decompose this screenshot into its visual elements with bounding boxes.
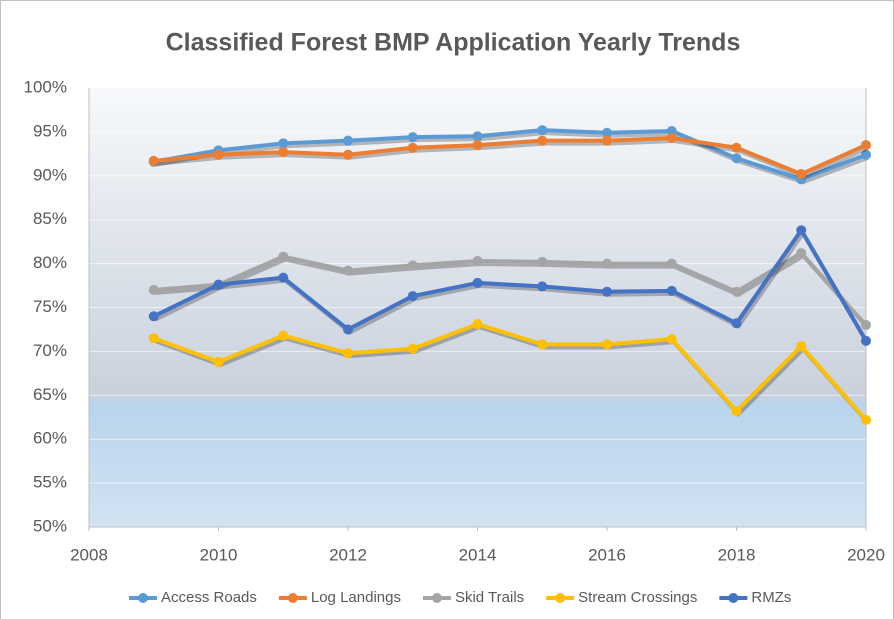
x-tick-label: 2020 xyxy=(847,545,885,564)
series-line xyxy=(153,128,867,182)
y-tick-label: 85% xyxy=(33,209,67,228)
point xyxy=(213,356,224,367)
point xyxy=(796,225,807,236)
point xyxy=(731,286,742,297)
point xyxy=(278,330,289,341)
series-line xyxy=(153,322,868,422)
x-tick-label: 2010 xyxy=(200,545,238,564)
point xyxy=(796,169,807,180)
point xyxy=(537,135,548,146)
point xyxy=(666,258,677,269)
series-shadow xyxy=(155,253,870,330)
point xyxy=(407,291,418,302)
point xyxy=(278,251,289,262)
point xyxy=(796,248,807,259)
point xyxy=(472,140,483,151)
legend-label: Access Roads xyxy=(161,589,257,606)
series-shadow xyxy=(155,139,869,180)
point xyxy=(861,335,871,346)
point xyxy=(861,140,871,151)
point xyxy=(602,127,612,138)
y-tick-label: 100% xyxy=(24,77,67,96)
point xyxy=(472,131,483,142)
point xyxy=(148,284,159,295)
point xyxy=(343,135,353,146)
point xyxy=(537,281,548,292)
point xyxy=(537,125,548,136)
y-tick-label: 60% xyxy=(33,429,67,448)
legend-marker xyxy=(728,593,739,603)
y-tick-label: 80% xyxy=(33,253,67,272)
point xyxy=(602,339,612,350)
point xyxy=(666,126,677,137)
point xyxy=(861,414,871,425)
point xyxy=(213,149,224,160)
point xyxy=(343,149,353,160)
legend-label: Skid Trails xyxy=(455,589,524,606)
point xyxy=(666,285,677,296)
y-tick-label: 55% xyxy=(33,473,67,492)
point xyxy=(537,256,548,267)
legend-label: RMZs xyxy=(751,589,791,606)
x-tick-label: 2018 xyxy=(718,545,756,564)
legend-marker xyxy=(138,593,148,603)
point xyxy=(666,133,677,144)
y-tick-label: 65% xyxy=(33,385,67,404)
point xyxy=(343,324,353,335)
legend-marker xyxy=(555,593,566,603)
y-tick-label: 90% xyxy=(33,165,67,184)
point xyxy=(278,147,289,158)
series-shadow xyxy=(155,131,869,185)
chart-title: Classified Forest BMP Application Yearly… xyxy=(166,29,741,57)
point xyxy=(148,155,159,166)
y-tick-label: 75% xyxy=(33,297,67,316)
point xyxy=(731,142,742,153)
x-tick-label: 2014 xyxy=(459,545,497,564)
legend-marker xyxy=(431,593,442,603)
point xyxy=(861,149,871,160)
series-shadow xyxy=(155,325,870,425)
point xyxy=(472,277,483,288)
point xyxy=(213,279,224,290)
x-tick-label: 2012 xyxy=(329,545,367,564)
legend-label: Log Landings xyxy=(311,589,401,606)
point xyxy=(537,339,548,350)
point xyxy=(602,286,612,297)
point xyxy=(602,135,612,146)
point xyxy=(407,260,418,271)
point xyxy=(343,348,353,359)
point xyxy=(861,320,871,331)
series-line xyxy=(152,228,868,342)
point xyxy=(731,406,742,417)
x-tick-label: 2016 xyxy=(588,545,626,564)
point xyxy=(148,311,159,322)
point xyxy=(148,333,159,344)
point xyxy=(407,343,418,354)
legend-label: Stream Crossings xyxy=(578,589,697,606)
point xyxy=(278,138,289,149)
series-line xyxy=(153,251,868,327)
point xyxy=(602,258,612,269)
point xyxy=(343,265,353,276)
y-tick-label: 70% xyxy=(33,341,67,360)
point xyxy=(407,142,418,153)
series-shadow xyxy=(154,229,870,345)
point xyxy=(666,334,677,345)
series-line xyxy=(153,136,867,177)
legend-marker xyxy=(287,593,298,603)
point xyxy=(731,153,742,164)
point xyxy=(278,272,289,283)
point xyxy=(796,341,807,352)
point xyxy=(407,132,418,143)
y-tick-label: 50% xyxy=(33,516,67,535)
point xyxy=(731,318,742,329)
x-tick-label: 2008 xyxy=(70,545,108,564)
point xyxy=(472,319,483,330)
point xyxy=(472,255,483,266)
y-tick-label: 95% xyxy=(33,121,67,140)
